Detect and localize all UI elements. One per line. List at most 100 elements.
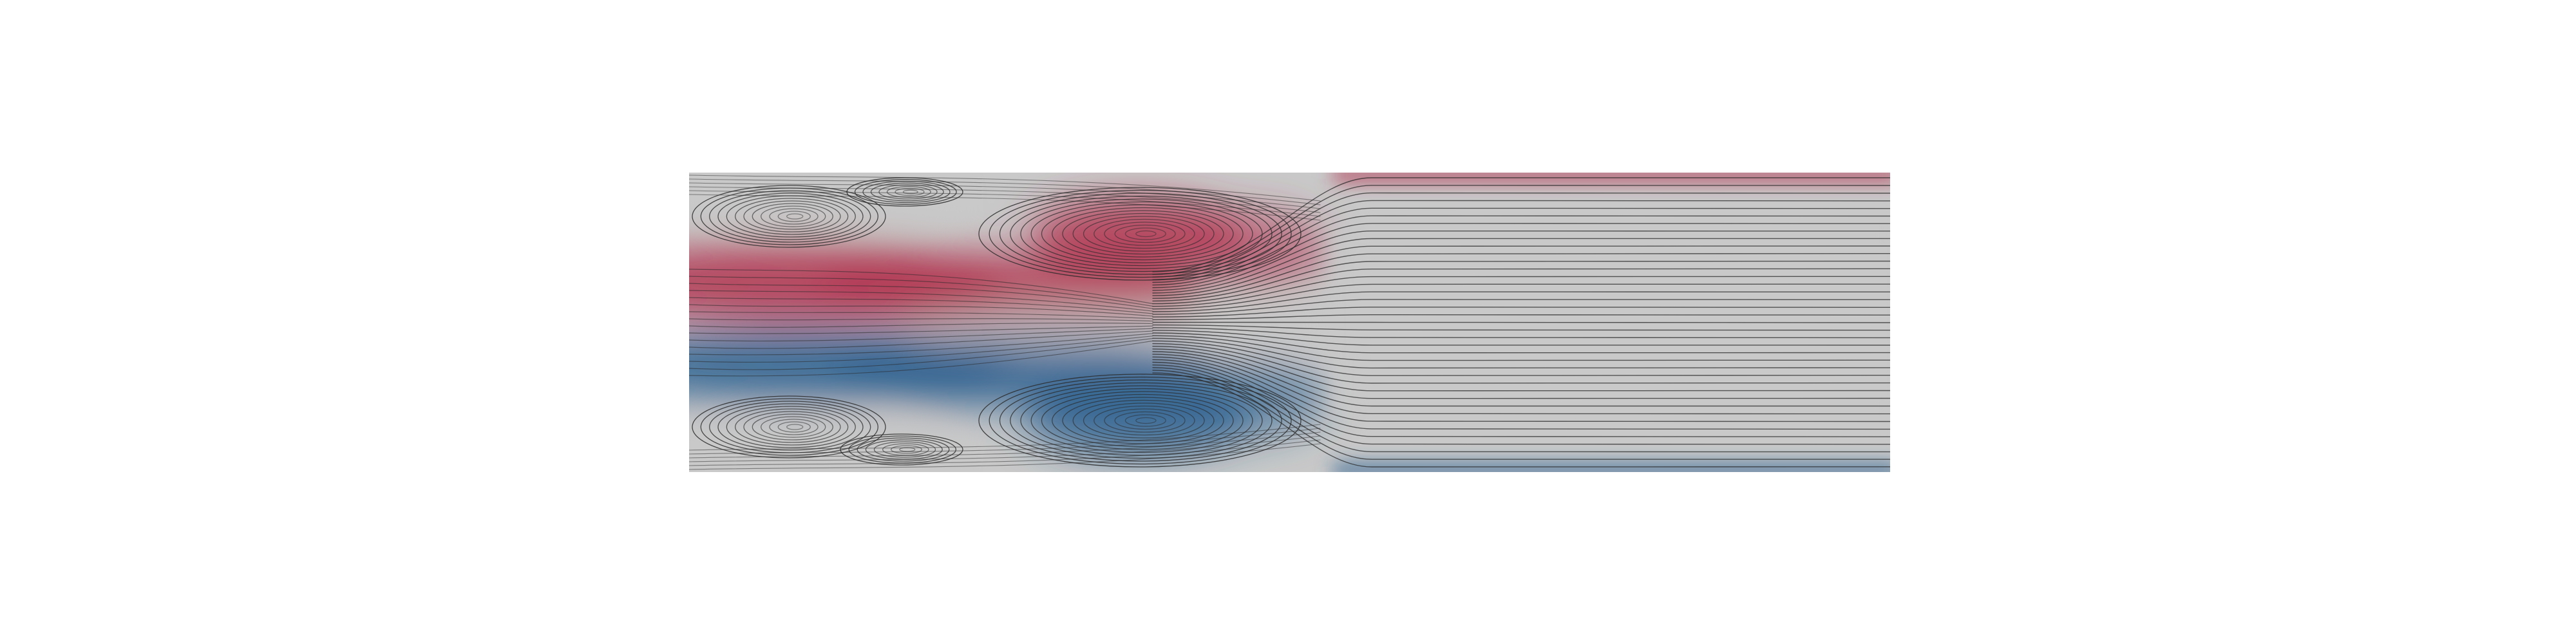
streamline (1152, 276, 1890, 307)
streamline (1152, 346, 1890, 392)
streamline (1152, 223, 1890, 289)
streamline (1152, 351, 1890, 407)
vortex-ring (769, 208, 819, 225)
vortex-ring (709, 190, 871, 243)
vortex-ring (786, 424, 804, 430)
vortex-ring (989, 376, 1292, 465)
vortex-ring (1083, 216, 1205, 252)
wall-streamline (689, 186, 1321, 213)
vortex-ring (743, 200, 841, 232)
wall-streamline (689, 431, 1321, 459)
jet-streamline (689, 283, 1153, 309)
streamline (1152, 207, 1890, 283)
vortex-ring (1062, 397, 1224, 444)
vortex-ring (1030, 201, 1253, 267)
color-blob (689, 175, 947, 222)
streamline (1152, 215, 1890, 286)
wall-streamline (689, 443, 1321, 470)
streamline (1152, 299, 1890, 315)
jet-streamline (689, 269, 1153, 305)
jet-streamline (689, 337, 1153, 370)
wall-streamline (689, 439, 1321, 466)
vortex-ring (752, 203, 833, 230)
vortex-ring (1052, 207, 1234, 261)
vortex-ring (873, 441, 936, 458)
vortex-ring (700, 187, 878, 245)
vortex-ring (840, 433, 963, 466)
vortex-ring (1104, 408, 1186, 433)
vortex-ring (895, 187, 925, 196)
vortex-ring (1094, 405, 1195, 436)
streamline (1152, 238, 1890, 294)
vortex-ring (1072, 399, 1215, 442)
streamline (1152, 330, 1890, 346)
streamline (1152, 348, 1890, 399)
wall-streamline (689, 435, 1321, 462)
vortex-ring (1135, 230, 1157, 238)
wall-streamline (689, 175, 1321, 202)
streamline (1152, 340, 1890, 376)
vortex-ring (709, 401, 871, 453)
vortex-ring (717, 403, 864, 451)
vortex-ring (777, 421, 811, 433)
vortex-ring (1062, 210, 1224, 258)
top-wall-band (1333, 173, 1890, 182)
streamline (1152, 307, 1890, 317)
vortex-ring (752, 413, 833, 440)
vortex-ring (1094, 218, 1195, 249)
vortex-ring (735, 408, 849, 446)
vortex-ring (1010, 195, 1273, 272)
vortex-ring (786, 213, 804, 220)
vortex-ring (899, 447, 916, 452)
vortex-rings (692, 177, 1302, 468)
streamline (1152, 314, 1890, 321)
vortex-ring (1041, 391, 1244, 450)
vortex-ring (1020, 385, 1263, 456)
streamline (1152, 327, 1890, 339)
streamline (1152, 337, 1890, 369)
vortex-ring (857, 437, 950, 462)
vortex-ring (726, 406, 856, 448)
wall-streamline (689, 424, 1321, 451)
streamline (1152, 335, 1890, 361)
wall-streamline (689, 428, 1321, 455)
vortex-ring (1114, 411, 1176, 430)
wall-color-bands (1333, 173, 1890, 472)
vortex-ring (891, 445, 922, 454)
jet-streamline (689, 290, 1153, 312)
vortex-ring (999, 193, 1282, 275)
streamline (1152, 343, 1890, 384)
vortex-ring (1072, 213, 1215, 255)
vortex-ring (1020, 198, 1263, 269)
jet-streamline (689, 304, 1153, 317)
jet-streamline (689, 311, 1153, 319)
bottom-wall-band (1333, 464, 1890, 472)
vortex-ring (854, 179, 957, 205)
vortex-ring (1135, 417, 1157, 424)
jet-streamline (689, 340, 1153, 377)
vortex-ring (902, 189, 918, 194)
flow-field-plot (689, 173, 1890, 472)
vortex-ring (848, 435, 957, 464)
vortex-ring (735, 198, 849, 235)
vortex-ring (1052, 393, 1234, 448)
vortex-ring (1041, 204, 1244, 263)
streamlines (689, 175, 1890, 470)
streamline (1152, 359, 1890, 430)
vortex-ring (882, 443, 929, 456)
vortex-ring (1114, 224, 1176, 243)
vortex-ring (878, 184, 938, 200)
vortex-ring (1124, 227, 1166, 240)
vortex-ring (978, 374, 1302, 468)
vortex-ring (1010, 382, 1273, 459)
streamline (1152, 260, 1890, 302)
vortex-ring (1083, 402, 1205, 439)
vortex-ring (1104, 222, 1186, 246)
vortex-ring (726, 195, 856, 238)
streamline (1152, 324, 1890, 331)
vortex-ring (769, 419, 819, 435)
wall-streamline (689, 178, 1321, 205)
streamline (1152, 367, 1890, 453)
streamline (1152, 354, 1890, 415)
